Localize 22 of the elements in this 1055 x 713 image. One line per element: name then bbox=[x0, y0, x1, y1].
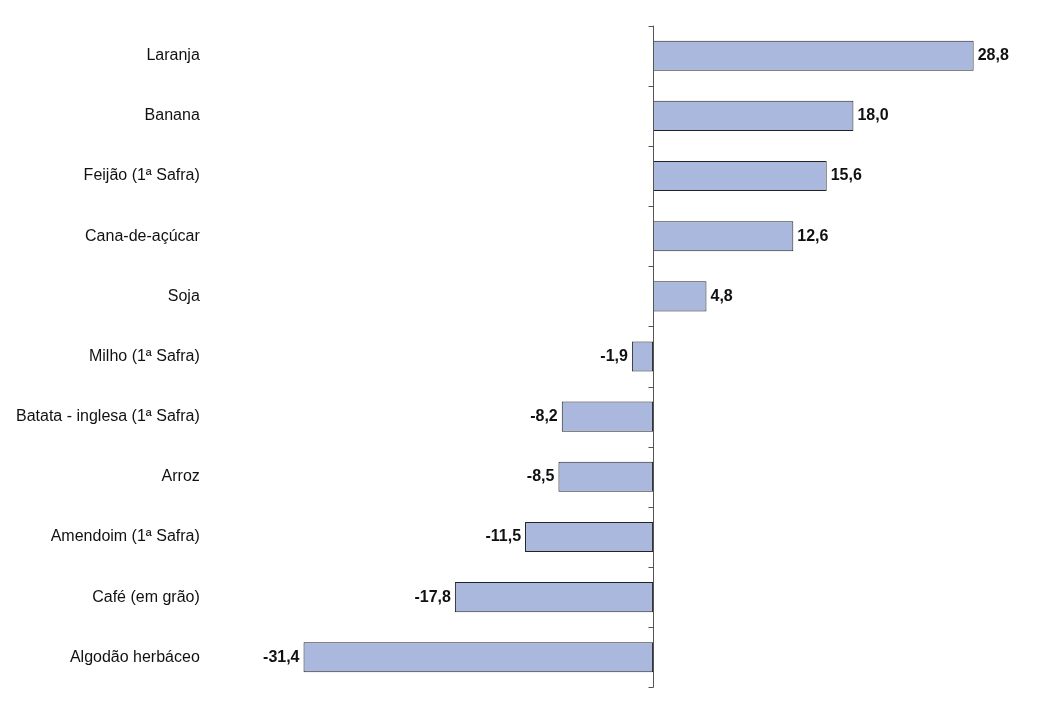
y-tick-label: Soja bbox=[167, 286, 200, 304]
y-tick-label: Café (em grão) bbox=[92, 587, 200, 605]
data-label: 15,6 bbox=[830, 166, 862, 184]
y-tick-label: Laranja bbox=[146, 46, 200, 64]
data-label: -11,5 bbox=[485, 527, 522, 545]
data-label: 12,6 bbox=[797, 226, 829, 244]
y-tick-label: Algodão herbáceo bbox=[69, 647, 200, 665]
data-label: -17,8 bbox=[414, 587, 452, 605]
data-label: -8,2 bbox=[530, 407, 558, 425]
data-label: -31,4 bbox=[263, 647, 300, 665]
y-tick-label: Amendoim (1ª Safra) bbox=[50, 527, 200, 545]
data-label: -8,5 bbox=[526, 467, 555, 485]
y-tick-label: Milho (1ª Safra) bbox=[88, 346, 200, 364]
y-tick-label: Banana bbox=[144, 106, 200, 124]
y-tick-label: Cana-de-açúcar bbox=[85, 226, 201, 244]
y-tick-label: Feijão (1ª Safra) bbox=[83, 166, 200, 184]
data-label: 18,0 bbox=[857, 106, 889, 124]
data-label: -1,9 bbox=[600, 346, 628, 364]
y-tick-label: Batata - inglesa (1ª Safra) bbox=[15, 407, 200, 425]
y-tick-label: Arroz bbox=[161, 467, 200, 485]
data-label: 4,8 bbox=[710, 286, 733, 304]
data-label: 28,8 bbox=[977, 46, 1009, 64]
